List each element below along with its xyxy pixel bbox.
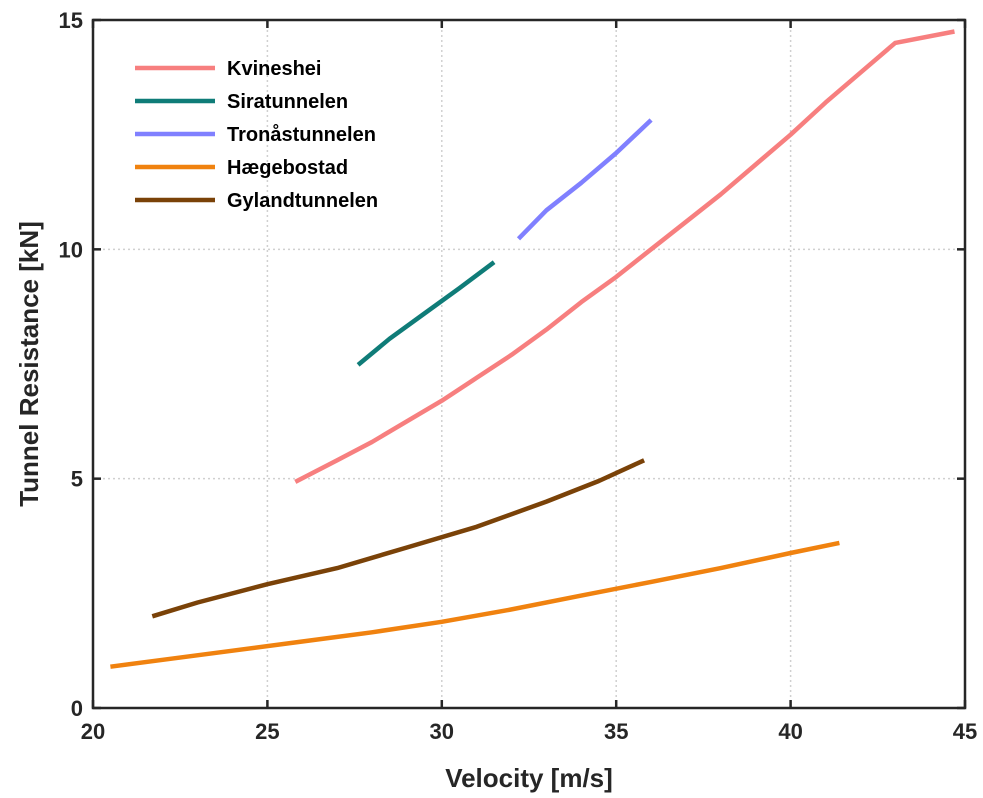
series-layer	[110, 29, 955, 669]
series-line-gylandtunnelen	[151, 458, 646, 619]
axis-ticks: 20 25 30 35 40 45 0 5 10 15	[59, 8, 978, 744]
x-tick-label: 25	[255, 719, 279, 744]
legend-label-kvineshei: Kvineshei	[227, 58, 321, 80]
x-tick-label: 30	[430, 719, 454, 744]
series-line-tron-stunnelen	[516, 118, 653, 241]
legend-label-h-gebostad: Hægebostad	[227, 157, 348, 179]
y-tick-label: 15	[59, 8, 83, 33]
legend: Kvineshei Siratunnelen Tronåstunnelen Hægeb…	[135, 58, 378, 212]
series-line-kvineshei	[294, 29, 955, 484]
y-tick-label: 0	[71, 696, 83, 721]
x-tick-label: 35	[604, 719, 628, 744]
plot-area-frame	[91, 18, 967, 710]
legend-label-tron-stunnelen: Tronåstunnelen	[227, 123, 376, 146]
x-tick-label: 20	[81, 719, 105, 744]
x-tick-label: 40	[778, 719, 802, 744]
y-axis-title: Tunnel Resistance [kN]	[14, 221, 44, 507]
legend-label-gylandtunnelen: Gylandtunnelen	[227, 190, 378, 212]
legend-label-siratunnelen: Siratunnelen	[227, 91, 348, 113]
x-tick-label: 45	[953, 719, 977, 744]
grid-lines	[93, 20, 965, 708]
series-line-siratunnelen	[356, 260, 496, 367]
y-tick-label: 5	[71, 467, 83, 492]
y-tick-label: 10	[59, 237, 83, 262]
series-line-h-gebostad	[110, 540, 840, 669]
x-axis-title: Velocity [m/s]	[445, 763, 613, 793]
